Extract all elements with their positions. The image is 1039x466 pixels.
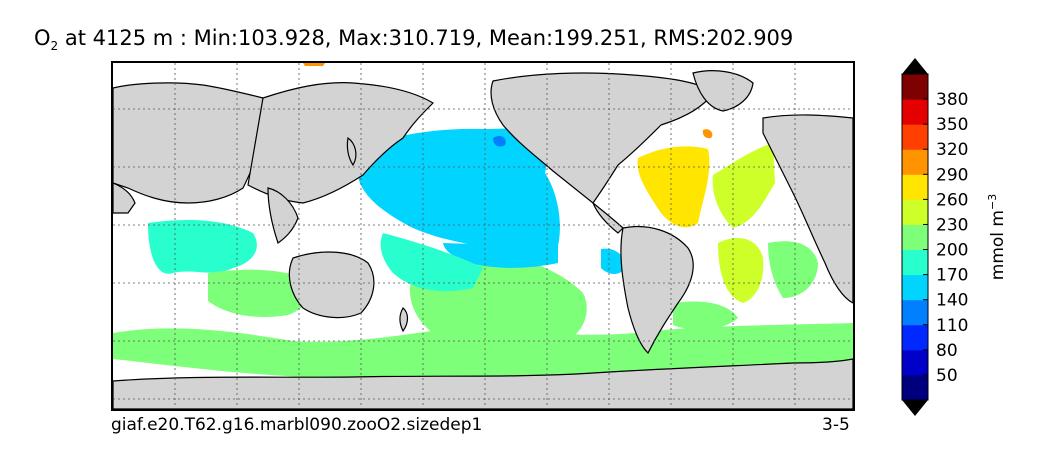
colorbar-tick-label: 320: [936, 140, 968, 160]
colorbar-cell: [902, 74, 928, 100]
land: [113, 70, 853, 409]
colorbar-tick-label: 140: [936, 291, 968, 311]
colorbar-cell: [902, 124, 928, 150]
colorbar-cell: [902, 299, 928, 326]
colorbar-cell: [902, 149, 928, 175]
colorbar-tick-label: 50: [936, 366, 958, 386]
colorbar-cell: [902, 274, 928, 301]
map-canvas: [113, 63, 853, 409]
land-north-america: [490, 72, 714, 204]
colorbar-tick-label: 290: [936, 165, 968, 185]
title-subscript: 2: [50, 39, 59, 54]
colorbar-cell: [902, 374, 928, 401]
title-stats: at 4125 m : Min:103.928, Max:310.719, Me…: [58, 26, 794, 50]
colorbar-cell: [902, 174, 928, 200]
field-north-pacific-blue: [493, 135, 506, 147]
colorbar: 50 80 110 140 170 200 230 260 290 320 350 380: [901, 58, 968, 416]
field-atlantic-southwest: [673, 301, 738, 330]
field-south-atlantic: [718, 238, 764, 303]
field-west-pacific: [380, 233, 483, 292]
colorbar-cell: [902, 249, 928, 276]
title-variable: O: [34, 26, 51, 50]
land-indochina: [267, 187, 299, 244]
field-peru-patch: [601, 248, 625, 275]
units-exponent: −3: [986, 193, 1000, 210]
field-pacific-south-low: [443, 243, 558, 268]
graticule: [113, 63, 853, 409]
colorbar-tick-label: 230: [936, 215, 968, 235]
field-arctic-orange: [303, 63, 325, 66]
field-pacific-north: [358, 128, 560, 249]
colorbar-tick-label: 350: [936, 115, 968, 135]
land-antarctica: [113, 358, 853, 409]
map-panel: [111, 61, 855, 411]
colorbar-units-label: mmol m−3: [986, 194, 1008, 280]
colorbar-cell: [902, 99, 928, 125]
colorbar-extend-min: [902, 400, 928, 416]
colorbar-tick-label: 380: [936, 90, 968, 110]
plot-title: O2 at 4125 m : Min:103.928, Max:310.719,…: [34, 26, 793, 53]
colorbar-cell: [902, 349, 928, 376]
colorbar-tick-label: 110: [936, 316, 968, 336]
land-new-zealand: [399, 307, 409, 333]
field-atlantic-deep: [768, 241, 818, 298]
field-atlantic-orange: [702, 129, 713, 139]
colorbar-cell: [902, 224, 928, 251]
land-south-america: [620, 225, 694, 355]
land-europe-africa: [762, 114, 853, 304]
land-africa-east: [113, 182, 136, 214]
colorbar-tick-label: 200: [936, 241, 968, 261]
colorbar-tick-label: 260: [936, 190, 968, 210]
colorbar-cell: [902, 324, 928, 351]
case-name-label: giaf.e20.T62.g16.marbl090.zooO2.sizedep1: [111, 415, 483, 435]
colorbar-cell: [902, 199, 928, 225]
colorbar-tick-label: 80: [936, 341, 958, 361]
land-japan: [346, 136, 357, 167]
colorbar-extend-max: [902, 58, 928, 74]
land-greenland: [692, 70, 754, 112]
colorbar-cells: [901, 58, 929, 416]
field-north-atlantic: [637, 146, 710, 228]
land-central-america: [592, 202, 624, 234]
land-australia: [288, 251, 375, 319]
colorbar-tick-label: 170: [936, 266, 968, 286]
years-label: 3-5: [822, 415, 850, 435]
field-atlantic-east: [712, 143, 775, 228]
units-main: mmol m: [987, 210, 1008, 281]
o2-field: [113, 63, 853, 382]
field-south-ocean-band: [113, 323, 853, 382]
colorbar-ticks: 50 80 110 140 170 200 230 260 290 320 350 380: [923, 90, 968, 386]
land-asia: [247, 82, 434, 204]
colorbar-frame: [901, 73, 929, 401]
field-indian-south: [208, 269, 308, 318]
